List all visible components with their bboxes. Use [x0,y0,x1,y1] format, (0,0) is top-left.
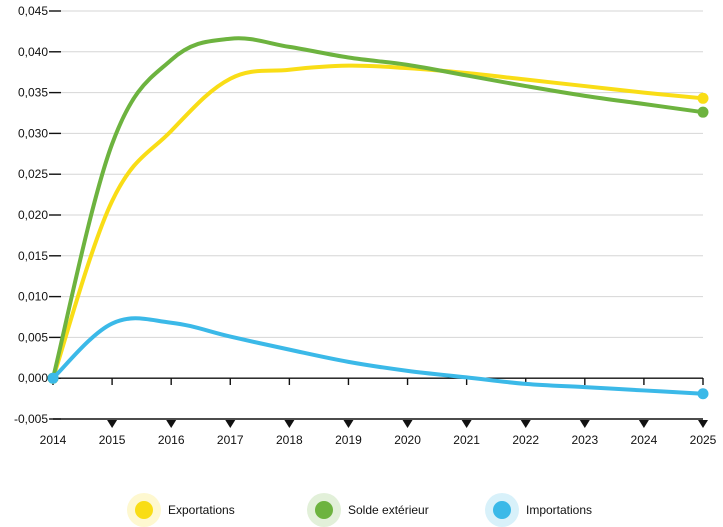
legend-marker-icon [307,493,341,527]
series-line-0 [51,63,705,381]
data-point [697,388,709,400]
x-tick-label: 2024 [631,433,658,447]
x-tick-marker [225,420,236,428]
y-tick-label: 0,015 [18,249,48,263]
x-tick-label: 2025 [690,433,717,447]
series-line-1 [51,36,705,381]
y-tick-label: 0,005 [18,330,48,344]
x-tick-marker [579,420,590,428]
legend-label: Importations [526,503,593,517]
y-tick-label: 0,000 [18,371,48,385]
legend-dot-icon [493,501,511,519]
x-tick-label: 2022 [512,433,539,447]
x-tick-label: 2017 [217,433,244,447]
y-tick-label: 0,040 [18,45,48,59]
y-tick-label: 0,025 [18,167,48,181]
data-point [697,92,709,104]
legend-item: Solde extérieur [307,493,429,527]
y-axis: -0,005 0,000 0,005 0,010 0,015 0,020 0,025 0,03… [14,4,61,426]
y-tick-label: 0,010 [18,290,48,304]
legend-item: Exportations [127,493,235,527]
x-tick-label: 2019 [335,433,362,447]
legend-dot-icon [315,501,333,519]
x-tick-marker [461,420,472,428]
x-tick-marker [107,420,118,428]
y-tick-label: 0,035 [18,86,48,100]
x-tick-label: 2014 [40,433,67,447]
x-tick-label: 2020 [394,433,421,447]
x-tick-label: 2018 [276,433,303,447]
x-tick-marker [520,420,531,428]
x-tick-label: 2016 [158,433,185,447]
data-point [47,372,59,384]
x-tick-label: 2021 [453,433,480,447]
legend-dot-icon [135,501,153,519]
y-tick-label: -0,005 [14,412,48,426]
y-tick-label: 0,045 [18,4,48,18]
x-tick-marker [402,420,413,428]
legend-label: Solde extérieur [348,503,429,517]
series-line-2 [51,316,705,396]
legend-marker-icon [127,493,161,527]
x-tick-label: 2023 [571,433,598,447]
x-tick-marker [698,420,708,428]
legend: Exportations Solde extérieur Importations [0,493,723,527]
legend-marker-icon [485,493,519,527]
x-tick-marker [166,420,177,428]
legend-label: Exportations [168,503,235,517]
data-point [697,106,709,118]
y-tick-label: 0,020 [18,208,48,222]
line-chart: -0,005 0,000 0,005 0,010 0,015 0,020 0,025 0,03… [14,4,717,447]
x-axis: 2014 2015 2016 2017 2018 2019 2020 2021 2022 2023… [40,378,717,447]
x-tick-marker [638,420,649,428]
gridlines [53,10,703,420]
y-tick-label: 0,030 [18,126,48,140]
series-lines [47,36,709,400]
x-tick-marker [343,420,354,428]
x-tick-label: 2015 [99,433,126,447]
legend-item: Importations [485,493,592,527]
x-tick-marker [284,420,295,428]
